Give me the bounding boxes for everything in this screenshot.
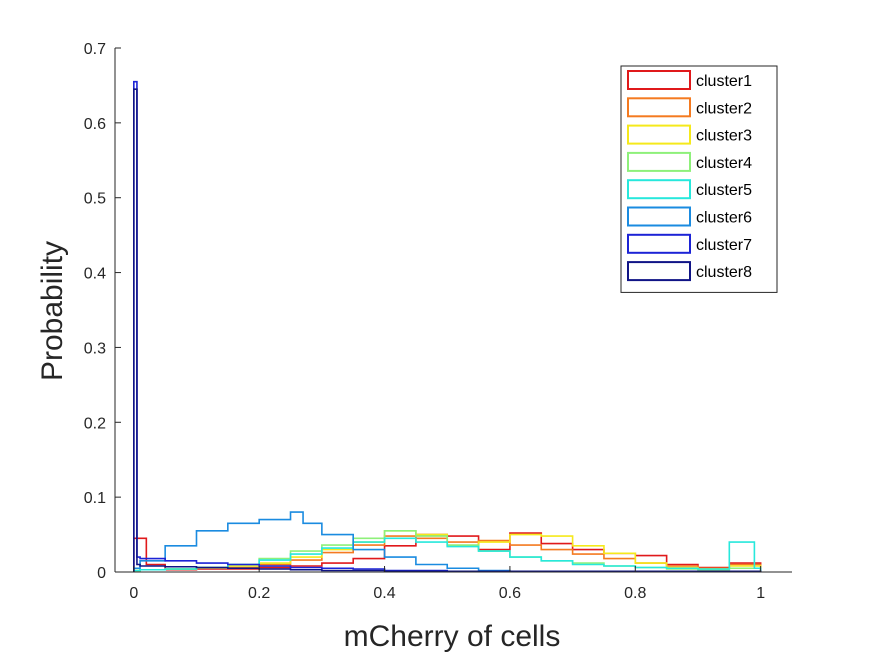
axes: 0 0.2 0.4 0.6 0.8 1 0 0.1 0.2 0.3 0.4 0.5 0.6 0.7 xyxy=(84,41,792,602)
y-tick-label: 0.2 xyxy=(84,415,106,432)
y-tick-label: 0.5 xyxy=(84,191,106,208)
y-tick-label: 0.7 xyxy=(84,41,106,58)
y-tick-label: 0.6 xyxy=(84,116,106,133)
legend-swatch-cluster1 xyxy=(627,70,691,90)
x-tick-label: 0.4 xyxy=(373,585,395,602)
legend-label-cluster1: cluster1 xyxy=(696,73,752,90)
x-tick-label: 0.6 xyxy=(499,585,521,602)
series-line-cluster8 xyxy=(133,88,762,573)
legend-swatch-cluster7 xyxy=(627,233,691,254)
y-tick-label: 0.4 xyxy=(84,266,106,283)
legend-swatch-cluster5 xyxy=(627,179,691,200)
y-tick-label: 0.1 xyxy=(84,490,106,507)
x-axis-title: mCherry of cells xyxy=(344,620,561,653)
legend-swatch-cluster3 xyxy=(627,124,691,145)
y-tick-label: 0.3 xyxy=(84,340,106,357)
plot-area xyxy=(133,80,762,573)
x-tick-label: 0.2 xyxy=(248,585,270,602)
legend-swatch-cluster2 xyxy=(627,97,691,118)
legend-swatch-cluster4 xyxy=(627,151,691,172)
legend-label-cluster4: cluster4 xyxy=(696,155,752,172)
legend-swatch-cluster8 xyxy=(627,261,691,282)
legend-label-cluster2: cluster2 xyxy=(696,100,752,117)
legend-label-cluster5: cluster5 xyxy=(696,182,752,199)
x-tick-label: 0.8 xyxy=(624,585,646,602)
legend-swatch-cluster6 xyxy=(627,206,691,227)
legend-label-cluster7: cluster7 xyxy=(696,237,752,254)
y-axis-title: Probability xyxy=(36,241,69,381)
y-tick-label: 0 xyxy=(97,565,106,582)
x-tick-label: 0 xyxy=(129,585,138,602)
legend-label-cluster8: cluster8 xyxy=(696,264,752,281)
legend-label-cluster3: cluster3 xyxy=(696,128,752,145)
x-tick-label: 1 xyxy=(756,585,765,602)
legend: cluster1 cluster2 cluster3 cluster4 cluster5… xyxy=(620,65,778,293)
legend-label-cluster6: cluster6 xyxy=(696,210,752,227)
